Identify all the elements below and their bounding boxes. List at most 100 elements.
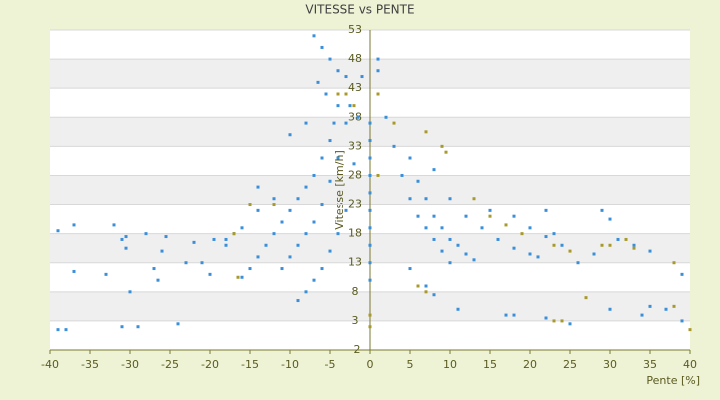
point (672, 304, 676, 308)
point (56, 229, 60, 233)
point (296, 243, 300, 247)
point (560, 319, 564, 323)
point (440, 249, 444, 253)
y-tick-label: 38 (348, 110, 362, 123)
point (256, 255, 260, 259)
point (440, 226, 444, 230)
point (568, 249, 572, 253)
point (120, 325, 124, 329)
point (144, 232, 148, 236)
point (336, 104, 340, 108)
point (160, 249, 164, 253)
point (312, 278, 316, 282)
point (568, 322, 572, 326)
point (56, 328, 60, 332)
point (312, 34, 316, 38)
point (344, 121, 348, 125)
point (304, 290, 308, 294)
point (672, 261, 676, 265)
x-tick-label: -15 (241, 358, 259, 371)
point (192, 240, 196, 244)
point (408, 197, 412, 201)
point (328, 139, 332, 143)
point (424, 197, 428, 201)
point (156, 278, 160, 282)
point (376, 173, 380, 177)
point (312, 173, 316, 177)
point (212, 237, 216, 241)
point (592, 252, 596, 256)
y-tick-label: 13 (348, 256, 362, 269)
point (408, 267, 412, 271)
point (552, 232, 556, 236)
point (232, 232, 236, 236)
point (352, 104, 356, 108)
point (344, 92, 348, 96)
point (424, 284, 428, 288)
point (552, 243, 556, 247)
point (272, 232, 276, 236)
point (272, 197, 276, 201)
point (304, 121, 308, 125)
point (176, 322, 180, 326)
point (104, 272, 108, 276)
point (432, 168, 436, 172)
point (336, 156, 340, 160)
point (440, 144, 444, 148)
point (184, 261, 188, 265)
point (512, 246, 516, 250)
point (528, 226, 532, 230)
y-tick-label: 43 (348, 81, 362, 94)
point (368, 156, 372, 160)
point (120, 237, 124, 241)
point (136, 325, 140, 329)
x-tick-label: -10 (281, 358, 299, 371)
point (236, 275, 240, 279)
point (240, 226, 244, 230)
point (348, 104, 352, 108)
point (416, 179, 420, 183)
point (376, 57, 380, 61)
point (448, 197, 452, 201)
point (640, 313, 644, 317)
point (124, 246, 128, 250)
point (288, 208, 292, 212)
x-tick-label: 40 (683, 358, 697, 371)
point (360, 75, 364, 79)
x-axis-label: Pente [%] (646, 374, 700, 387)
point (444, 150, 448, 154)
point (416, 284, 420, 288)
point (504, 223, 508, 227)
x-tick-label: 35 (643, 358, 657, 371)
x-tick-label: -30 (121, 358, 139, 371)
point (320, 267, 324, 271)
point (344, 208, 348, 212)
point (368, 173, 372, 177)
y-tick-label: 8 (352, 285, 359, 298)
point (128, 290, 132, 294)
point (256, 185, 260, 189)
point (224, 237, 228, 241)
point (576, 261, 580, 265)
point (336, 232, 340, 236)
y-tick-label: 33 (348, 139, 362, 152)
point (208, 272, 212, 276)
point (424, 226, 428, 230)
point (680, 272, 684, 276)
point (600, 208, 604, 212)
point (408, 156, 412, 160)
point (504, 313, 508, 317)
point (368, 243, 372, 247)
point (304, 185, 308, 189)
point (368, 226, 372, 230)
point (280, 220, 284, 224)
point (152, 267, 156, 271)
point (624, 237, 628, 241)
point (336, 92, 340, 96)
point (64, 328, 68, 332)
point (320, 203, 324, 207)
point (456, 243, 460, 247)
point (488, 214, 492, 218)
point (392, 144, 396, 148)
y-axis-label: Vitesse [km/h] (333, 150, 346, 230)
